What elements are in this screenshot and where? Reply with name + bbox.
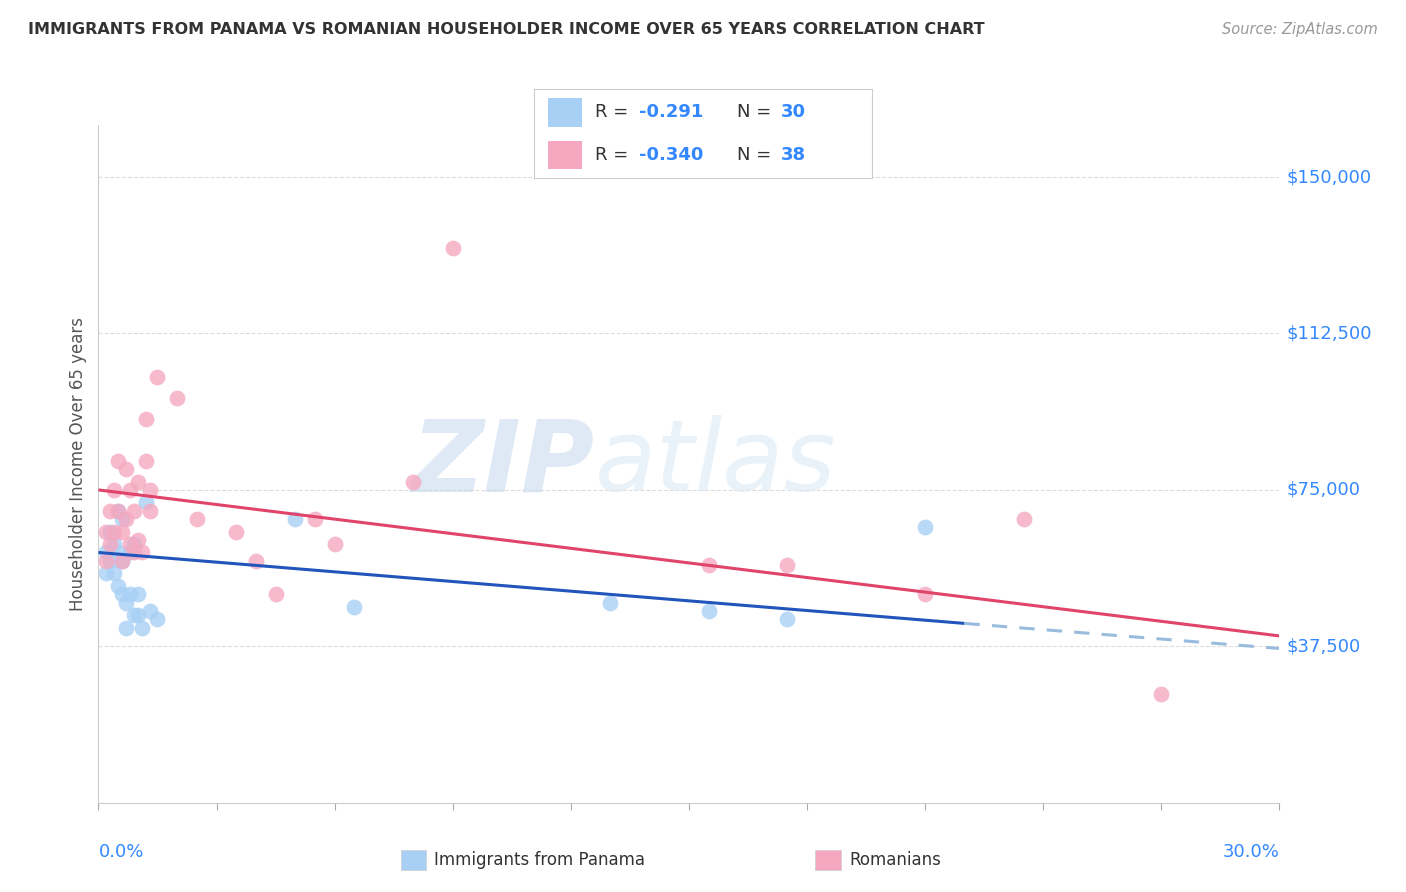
Point — [115, 596, 138, 610]
Point — [103, 483, 125, 497]
Text: -0.340: -0.340 — [638, 146, 703, 164]
Text: ZIP: ZIP — [412, 416, 595, 512]
Text: R =: R = — [595, 103, 634, 121]
Point — [131, 545, 153, 559]
Point — [131, 621, 153, 635]
Point — [135, 453, 157, 467]
Point — [1012, 512, 1035, 526]
Point — [98, 554, 121, 568]
Text: Source: ZipAtlas.com: Source: ZipAtlas.com — [1222, 22, 1378, 37]
Point — [304, 512, 326, 526]
Point — [697, 604, 720, 618]
Point — [697, 558, 720, 572]
Text: $75,000: $75,000 — [1286, 481, 1361, 499]
Point — [96, 554, 118, 568]
Point — [96, 545, 118, 559]
Point — [146, 612, 169, 626]
Text: atlas: atlas — [595, 416, 837, 512]
Point — [115, 462, 138, 476]
Text: N =: N = — [737, 103, 776, 121]
Point — [118, 537, 141, 551]
Point — [111, 587, 134, 601]
Point — [118, 483, 141, 497]
Point — [115, 621, 138, 635]
Point — [115, 512, 138, 526]
Point — [402, 475, 425, 489]
Point — [776, 612, 799, 626]
Point — [111, 512, 134, 526]
Point — [225, 524, 247, 539]
Point — [127, 475, 149, 489]
Point — [122, 504, 145, 518]
Text: N =: N = — [737, 146, 776, 164]
Point — [146, 370, 169, 384]
Point — [96, 566, 118, 581]
Text: IMMIGRANTS FROM PANAMA VS ROMANIAN HOUSEHOLDER INCOME OVER 65 YEARS CORRELATION : IMMIGRANTS FROM PANAMA VS ROMANIAN HOUSE… — [28, 22, 984, 37]
Point — [98, 504, 121, 518]
Point — [118, 587, 141, 601]
Point — [107, 504, 129, 518]
Point — [914, 520, 936, 534]
Point — [776, 558, 799, 572]
Point — [186, 512, 208, 526]
Point — [127, 608, 149, 623]
Point — [441, 241, 464, 255]
Point — [264, 587, 287, 601]
Point — [127, 533, 149, 547]
Point — [98, 537, 121, 551]
Point — [135, 412, 157, 426]
Point — [166, 391, 188, 405]
Text: $112,500: $112,500 — [1286, 325, 1372, 343]
FancyBboxPatch shape — [548, 98, 582, 127]
Text: 30.0%: 30.0% — [1223, 843, 1279, 861]
Text: $37,500: $37,500 — [1286, 638, 1361, 656]
Text: 38: 38 — [780, 146, 806, 164]
Point — [138, 483, 160, 497]
Point — [107, 453, 129, 467]
Point — [323, 537, 346, 551]
Point — [914, 587, 936, 601]
Text: Romanians: Romanians — [849, 851, 941, 869]
FancyBboxPatch shape — [548, 141, 582, 169]
Point — [111, 554, 134, 568]
Text: Immigrants from Panama: Immigrants from Panama — [434, 851, 645, 869]
Point — [122, 545, 145, 559]
Point — [284, 512, 307, 526]
Point — [135, 495, 157, 509]
Y-axis label: Householder Income Over 65 years: Householder Income Over 65 years — [69, 317, 87, 611]
Text: $150,000: $150,000 — [1286, 168, 1372, 186]
Point — [111, 554, 134, 568]
Text: -0.291: -0.291 — [638, 103, 703, 121]
Point — [245, 554, 267, 568]
Point — [107, 579, 129, 593]
Point — [122, 537, 145, 551]
Point — [343, 599, 366, 614]
Text: 30: 30 — [780, 103, 806, 121]
Point — [111, 524, 134, 539]
Point — [96, 524, 118, 539]
Point — [103, 524, 125, 539]
Point — [107, 504, 129, 518]
Point — [98, 524, 121, 539]
Point — [127, 587, 149, 601]
Text: 0.0%: 0.0% — [98, 843, 143, 861]
Point — [1150, 687, 1173, 701]
Point — [122, 608, 145, 623]
Point — [103, 537, 125, 551]
Point — [138, 604, 160, 618]
Point — [107, 545, 129, 559]
Point — [138, 504, 160, 518]
Point — [103, 566, 125, 581]
Point — [599, 596, 621, 610]
Point — [118, 545, 141, 559]
Text: R =: R = — [595, 146, 634, 164]
